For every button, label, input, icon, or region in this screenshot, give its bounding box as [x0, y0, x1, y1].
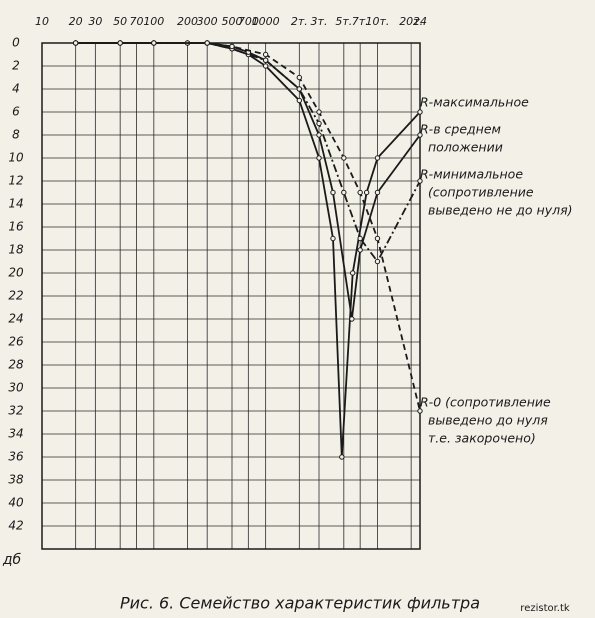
y-tick-label: 16 — [8, 220, 24, 234]
y-tick-label: 26 — [8, 335, 24, 349]
data-point — [341, 189, 347, 196]
x-tick-label: 1000 — [252, 15, 280, 28]
data-point — [296, 86, 303, 92]
x-tick-label: 10 — [35, 15, 49, 28]
data-point — [262, 51, 269, 58]
data-point — [349, 316, 355, 322]
x-tick-label: 7т. — [352, 15, 369, 28]
x-tick-label: 20 — [69, 15, 83, 28]
y-tick-label: 2 — [12, 59, 20, 73]
y-tick-label: 10 — [8, 151, 24, 165]
x-tick-label: 2т. — [291, 15, 308, 28]
data-point — [417, 109, 423, 115]
x-tick-label: 10т. — [366, 15, 390, 28]
x-tick-label: 500 — [221, 15, 242, 28]
data-point — [296, 97, 303, 104]
y-tick-label: 30 — [8, 381, 24, 395]
series-note: положении — [428, 140, 503, 155]
y-tick-label: 24 — [8, 312, 23, 326]
y-tick-label: 4 — [12, 82, 20, 96]
y-tick-label: 38 — [8, 473, 24, 487]
x-tick-label: 200 — [177, 15, 198, 28]
series-note: выведено до нуля — [428, 413, 548, 428]
data-point — [330, 189, 336, 196]
x-tick-label: 5т. — [335, 15, 352, 28]
x-tick-label: 30 — [88, 15, 102, 28]
data-point — [72, 40, 79, 46]
y-tick-label: 22 — [8, 289, 23, 303]
data-point — [316, 132, 322, 138]
series-label: R-минимальное — [420, 167, 523, 182]
data-point — [330, 235, 336, 242]
y-tick-label: 20 — [8, 266, 24, 280]
y-tick-label: 34 — [8, 427, 23, 441]
x-tick-label: 700 — [238, 15, 259, 28]
y-tick-label: 18 — [8, 243, 24, 257]
data-point — [357, 235, 363, 242]
y-tick-label: 32 — [8, 404, 23, 418]
series-label: R-в среднем — [420, 122, 501, 137]
series-note: (сопротивление — [428, 185, 534, 200]
y-tick-label: 42 — [8, 519, 23, 533]
data-point — [316, 109, 322, 115]
data-point — [339, 454, 345, 460]
y-unit: дб — [2, 552, 22, 568]
y-tick-label: 12 — [8, 174, 23, 188]
data-point — [357, 189, 363, 196]
data-point — [417, 408, 423, 414]
x-tick-label: 300 — [197, 15, 218, 28]
data-point — [374, 235, 381, 242]
y-tick-label: 8 — [12, 128, 20, 142]
plot-frame — [41, 42, 421, 550]
x-tick-label: 3т. — [311, 15, 328, 28]
x-tick-label: 70 — [130, 15, 144, 28]
caption: Рис. 6. Семейство характеристик фильтра — [120, 594, 480, 613]
y-tick-label: 0 — [12, 36, 20, 50]
data-point — [117, 40, 123, 46]
data-point — [151, 40, 157, 46]
y-tick-label: 28 — [8, 358, 24, 372]
data-point — [341, 155, 347, 161]
data-point — [262, 57, 269, 63]
data-point — [296, 74, 303, 81]
y-tick-label: 40 — [8, 496, 24, 510]
series-note: выведено не до нуля) — [428, 203, 572, 218]
series-label: R-0 (сопротивление — [420, 395, 551, 410]
y-tick-label: 36 — [8, 450, 24, 464]
x-tick-label: 100 — [143, 15, 164, 28]
series-line — [75, 42, 421, 412]
x-tick-label: 20т. — [399, 15, 423, 28]
data-point — [229, 43, 235, 50]
data-point — [349, 270, 356, 276]
data-point — [262, 63, 269, 69]
data-point — [374, 155, 381, 161]
series-label: R-максимальное — [420, 95, 529, 110]
x-tick-label: 50 — [113, 15, 127, 28]
data-point — [363, 189, 370, 196]
data-point — [204, 40, 210, 46]
data-point — [316, 120, 322, 127]
data-point — [316, 155, 322, 161]
y-tick-label: 14 — [8, 197, 23, 211]
series-line — [75, 42, 421, 264]
data-point — [374, 258, 381, 265]
x-tick-label: 24 — [413, 15, 427, 28]
data-point — [417, 132, 423, 138]
watermark: rezistor.tk — [520, 603, 570, 614]
data-point — [374, 189, 381, 196]
series-note: т.е. закорочено) — [428, 431, 536, 446]
data-point — [357, 247, 363, 253]
y-tick-label: 6 — [12, 105, 20, 119]
data-point — [417, 178, 423, 184]
